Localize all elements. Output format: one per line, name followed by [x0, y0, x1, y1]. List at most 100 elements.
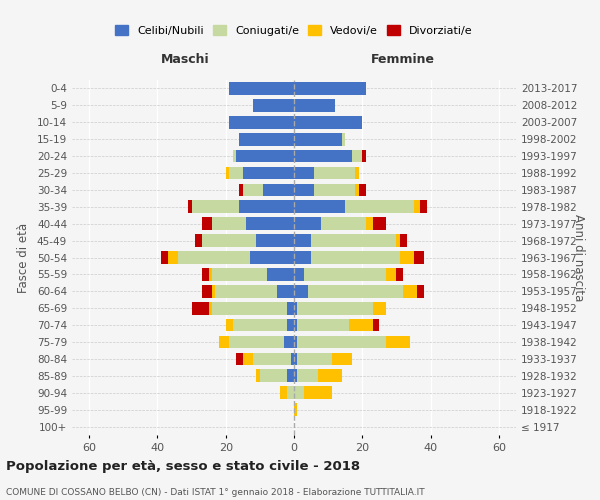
Bar	[212, 302, 287, 314]
Bar	[294, 218, 322, 230]
Text: COMUNE DI COSSANO BELBO (CN) - Dati ISTAT 1° gennaio 2018 - Elaborazione TUTTITA: COMUNE DI COSSANO BELBO (CN) - Dati ISTA…	[6, 488, 425, 497]
Bar	[212, 268, 266, 280]
Bar	[287, 386, 294, 399]
Bar	[243, 352, 253, 366]
Bar	[226, 166, 229, 179]
Bar	[229, 116, 294, 128]
Bar	[294, 302, 298, 314]
Bar	[294, 251, 311, 264]
Bar	[226, 319, 233, 332]
Bar	[212, 218, 246, 230]
Bar	[229, 82, 294, 95]
Bar	[397, 234, 400, 247]
Bar	[209, 268, 212, 280]
Bar	[294, 319, 298, 332]
Bar	[287, 319, 294, 332]
Bar	[246, 218, 294, 230]
Bar	[403, 285, 417, 298]
Bar	[284, 336, 294, 348]
Bar	[345, 200, 413, 213]
Bar	[417, 285, 424, 298]
Bar	[191, 302, 209, 314]
Bar	[322, 218, 366, 230]
Bar	[294, 184, 314, 196]
Bar	[400, 251, 413, 264]
Bar	[294, 336, 298, 348]
Bar	[413, 251, 424, 264]
Bar	[304, 386, 332, 399]
Bar	[219, 336, 229, 348]
Bar	[298, 336, 386, 348]
Bar	[256, 234, 294, 247]
Bar	[229, 336, 284, 348]
Bar	[202, 218, 212, 230]
Bar	[212, 285, 215, 298]
Bar	[178, 251, 250, 264]
Bar	[243, 184, 263, 196]
Bar	[311, 251, 400, 264]
Bar	[318, 370, 342, 382]
Bar	[294, 99, 335, 112]
Bar	[294, 150, 352, 162]
Bar	[332, 352, 352, 366]
Bar	[386, 336, 410, 348]
Bar	[161, 251, 167, 264]
Bar	[298, 302, 373, 314]
Text: Maschi: Maschi	[160, 54, 209, 66]
Bar	[188, 200, 191, 213]
Bar	[202, 285, 212, 298]
Bar	[277, 285, 294, 298]
Bar	[359, 184, 366, 196]
Legend: Celibi/Nubili, Coniugati/e, Vedovi/e, Divorziati/e: Celibi/Nubili, Coniugati/e, Vedovi/e, Di…	[112, 22, 476, 39]
Bar	[294, 370, 298, 382]
Bar	[294, 404, 298, 416]
Bar	[167, 251, 178, 264]
Bar	[298, 370, 318, 382]
Bar	[215, 285, 277, 298]
Bar	[373, 218, 386, 230]
Bar	[373, 302, 386, 314]
Bar	[243, 166, 294, 179]
Bar	[294, 82, 366, 95]
Bar	[256, 370, 260, 382]
Text: Popolazione per età, sesso e stato civile - 2018: Popolazione per età, sesso e stato civil…	[6, 460, 360, 473]
Bar	[233, 319, 287, 332]
Bar	[236, 352, 243, 366]
Bar	[294, 285, 308, 298]
Bar	[290, 352, 294, 366]
Bar	[266, 268, 294, 280]
Bar	[294, 166, 314, 179]
Bar	[355, 184, 359, 196]
Bar	[229, 166, 243, 179]
Bar	[342, 133, 345, 145]
Bar	[236, 150, 294, 162]
Bar	[352, 150, 362, 162]
Bar	[233, 150, 236, 162]
Bar	[195, 234, 202, 247]
Bar	[263, 184, 294, 196]
Bar	[239, 133, 294, 145]
Bar	[308, 285, 403, 298]
Bar	[314, 184, 355, 196]
Bar	[209, 302, 212, 314]
Bar	[294, 352, 298, 366]
Bar	[298, 319, 349, 332]
Bar	[239, 200, 294, 213]
Bar	[311, 234, 397, 247]
Bar	[314, 166, 355, 179]
Bar	[304, 268, 386, 280]
Bar	[191, 200, 239, 213]
Bar	[366, 218, 373, 230]
Bar	[202, 268, 209, 280]
Bar	[298, 352, 332, 366]
Bar	[373, 319, 379, 332]
Bar	[294, 133, 342, 145]
Bar	[253, 352, 290, 366]
Bar	[362, 150, 366, 162]
Bar	[253, 99, 294, 112]
Bar	[386, 268, 397, 280]
Bar	[287, 370, 294, 382]
Text: Femmine: Femmine	[371, 54, 435, 66]
Bar	[421, 200, 427, 213]
Bar	[400, 234, 407, 247]
